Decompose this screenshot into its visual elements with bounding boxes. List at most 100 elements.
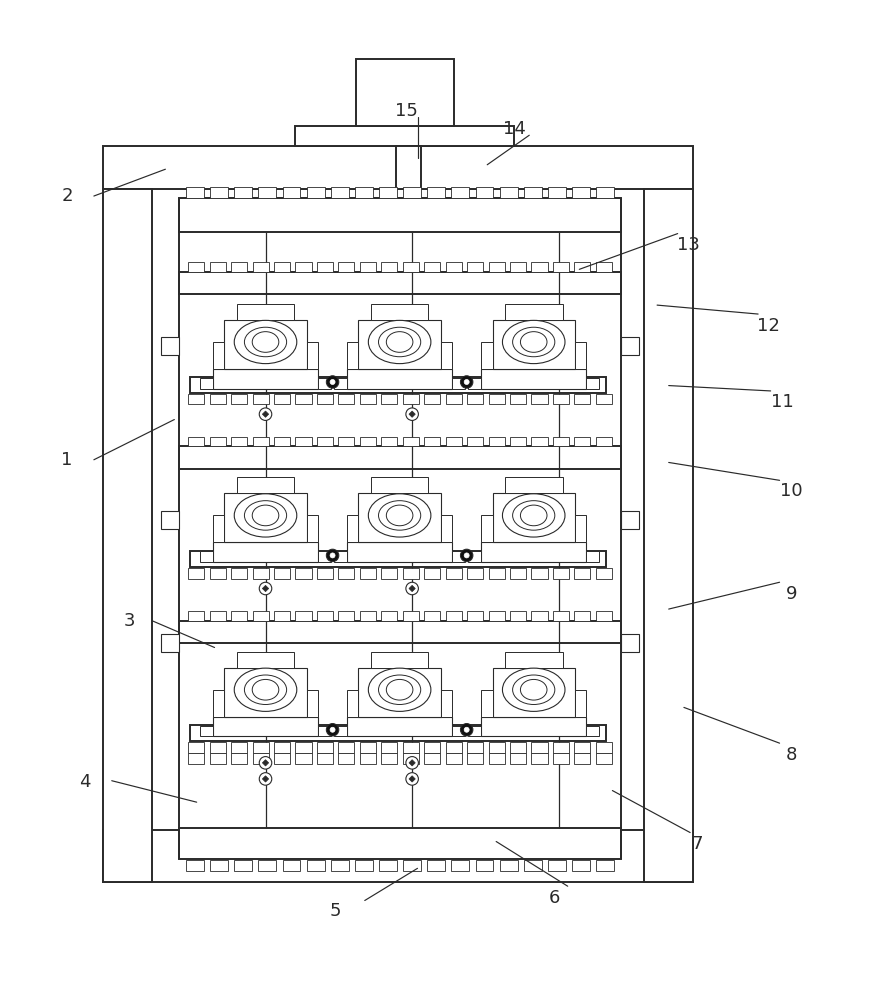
Bar xyxy=(452,378,465,389)
Bar xyxy=(338,742,354,753)
Bar xyxy=(500,860,518,871)
Bar xyxy=(425,394,441,404)
Bar xyxy=(425,742,441,753)
Text: 9: 9 xyxy=(786,585,797,603)
Bar xyxy=(621,634,639,652)
Bar xyxy=(574,262,590,272)
Ellipse shape xyxy=(234,494,297,537)
Bar xyxy=(488,568,504,579)
Bar xyxy=(179,621,621,643)
Bar xyxy=(200,726,213,736)
Text: 4: 4 xyxy=(80,773,90,791)
Text: 11: 11 xyxy=(771,393,794,411)
Text: 6: 6 xyxy=(549,889,560,907)
Ellipse shape xyxy=(502,320,565,364)
Bar xyxy=(186,860,204,871)
Bar xyxy=(359,437,376,446)
Bar xyxy=(481,369,586,389)
Bar xyxy=(103,830,693,882)
Bar xyxy=(252,568,268,579)
Bar xyxy=(572,187,590,198)
Polygon shape xyxy=(263,411,268,417)
Bar xyxy=(441,342,452,369)
Bar xyxy=(274,753,290,764)
Bar xyxy=(231,568,247,579)
Bar xyxy=(403,187,421,198)
Bar xyxy=(252,742,268,753)
Bar xyxy=(381,262,397,272)
Bar xyxy=(586,551,599,562)
Bar xyxy=(179,828,621,859)
Text: 12: 12 xyxy=(757,317,780,335)
Bar xyxy=(231,611,247,621)
Bar xyxy=(358,320,441,369)
Bar xyxy=(402,753,418,764)
Bar xyxy=(234,187,252,198)
Bar xyxy=(452,726,465,736)
Bar xyxy=(295,568,312,579)
Bar xyxy=(468,726,481,736)
Bar xyxy=(209,262,225,272)
Bar xyxy=(524,187,542,198)
Bar xyxy=(231,742,247,753)
Bar xyxy=(295,126,514,146)
Bar xyxy=(188,262,204,272)
Bar xyxy=(586,726,599,736)
Circle shape xyxy=(406,757,418,769)
Polygon shape xyxy=(409,776,415,782)
Ellipse shape xyxy=(502,494,565,537)
Bar xyxy=(252,437,268,446)
Circle shape xyxy=(330,379,335,384)
Bar xyxy=(283,187,300,198)
Bar xyxy=(425,753,441,764)
Circle shape xyxy=(326,724,339,736)
Ellipse shape xyxy=(252,332,279,352)
Bar xyxy=(481,542,586,562)
Bar xyxy=(446,394,462,404)
Bar xyxy=(347,342,358,369)
Bar xyxy=(574,611,590,621)
Ellipse shape xyxy=(512,675,555,705)
Bar xyxy=(467,753,483,764)
Bar xyxy=(596,860,614,871)
Bar xyxy=(488,394,504,404)
Bar xyxy=(359,611,376,621)
Bar xyxy=(510,611,526,621)
Bar xyxy=(595,753,611,764)
Bar xyxy=(347,515,358,542)
Bar xyxy=(317,262,333,272)
Bar xyxy=(402,742,418,753)
Bar xyxy=(318,726,331,736)
Bar xyxy=(441,515,452,542)
Bar xyxy=(621,337,639,355)
Bar xyxy=(575,690,586,717)
Bar xyxy=(188,742,204,753)
Bar xyxy=(644,189,693,882)
Bar xyxy=(552,568,569,579)
Ellipse shape xyxy=(378,327,421,357)
Bar xyxy=(359,742,376,753)
Bar xyxy=(317,742,333,753)
Bar xyxy=(481,690,493,717)
Bar xyxy=(213,369,318,389)
Bar xyxy=(307,860,325,871)
Bar xyxy=(379,860,397,871)
Bar xyxy=(446,753,462,764)
Bar xyxy=(231,753,247,764)
Bar xyxy=(476,860,493,871)
Bar xyxy=(575,342,586,369)
Bar xyxy=(467,262,483,272)
Bar xyxy=(531,394,547,404)
Ellipse shape xyxy=(368,320,431,364)
Bar xyxy=(237,304,294,320)
Polygon shape xyxy=(263,776,268,782)
Bar xyxy=(274,611,290,621)
Bar xyxy=(347,369,452,389)
Bar xyxy=(381,611,397,621)
Ellipse shape xyxy=(244,327,287,357)
Bar xyxy=(381,742,397,753)
Bar xyxy=(295,394,312,404)
Bar xyxy=(510,742,526,753)
Bar xyxy=(283,860,300,871)
Bar xyxy=(358,668,441,717)
